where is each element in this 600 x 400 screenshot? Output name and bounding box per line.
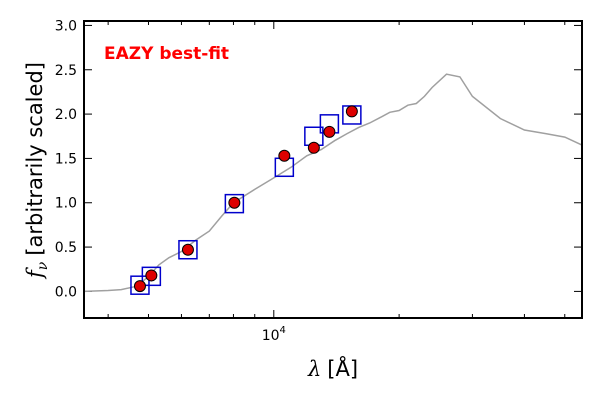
template-flux-square [141, 266, 162, 287]
photometry-point [228, 196, 241, 209]
photometry-point [278, 149, 291, 162]
y-tick-label: 0.0 [55, 284, 77, 300]
photometry-point [145, 269, 158, 282]
plot-frame [83, 20, 583, 319]
y-axis-text: [arbitrarily scaled] [23, 62, 47, 256]
y-tick-label: 2.5 [55, 63, 77, 79]
x-axis-label: λ [Å] [307, 355, 358, 381]
photometry-layer [133, 105, 358, 293]
y-axis-label: fν [arbitrarily scaled] [23, 62, 51, 280]
y-tick-label: 1.0 [55, 196, 77, 212]
annotation-text: EAZY best-fit [104, 44, 229, 64]
y-tick-label: 3.0 [55, 18, 77, 34]
y-tick-label: 0.5 [55, 240, 77, 256]
photometry-point [345, 105, 358, 118]
x-tick-exponent: 4 [280, 325, 286, 336]
template-layer [83, 73, 583, 293]
photometry-point [307, 141, 320, 154]
ticks-layer: 0.0 0.5 1.0 1.5 2.0 2.5 3.0 104 [55, 18, 582, 344]
template-spectrum-line [83, 73, 583, 293]
photometry-point [133, 280, 146, 293]
x-axis-symbol: λ [307, 357, 321, 381]
x-tick-base: 10 [262, 328, 280, 344]
x-axis-unit: [Å] [327, 355, 358, 381]
photometry-point [181, 243, 194, 256]
y-tick-label: 2.0 [55, 107, 77, 123]
template-flux-square [224, 193, 245, 214]
y-axis-symbol: f [23, 267, 47, 280]
y-axis-subscript: ν [35, 261, 51, 270]
x-tick-label: 104 [262, 325, 286, 344]
photometry-point [323, 125, 336, 138]
y-tick-label: 1.5 [55, 151, 77, 167]
template-flux-square [178, 239, 198, 260]
